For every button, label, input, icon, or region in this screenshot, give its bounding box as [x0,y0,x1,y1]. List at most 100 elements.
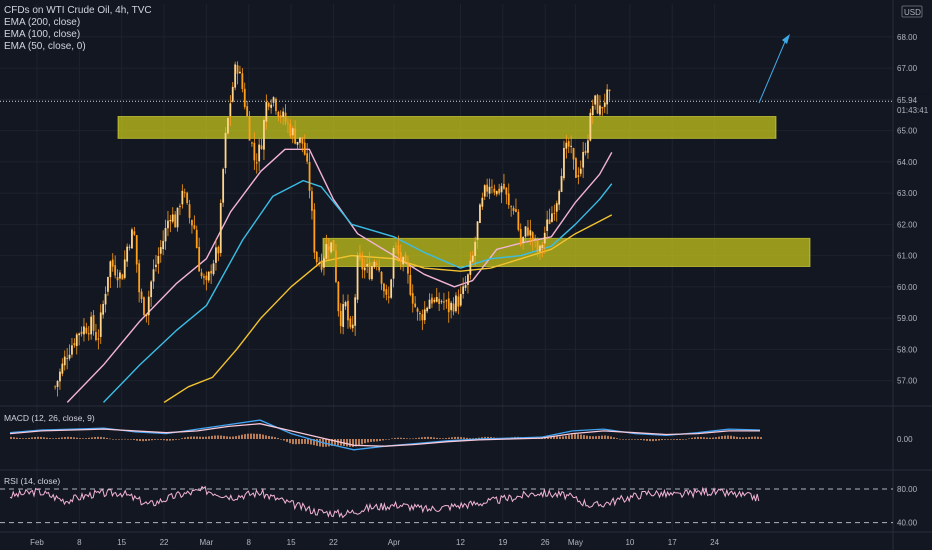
candle-body-206 [548,219,551,224]
symbol-title[interactable]: CFDs on WTI Crude Oil, 4h, TVC [4,5,152,16]
time-tick-1: 8 [77,538,82,547]
macd-hist-bar-146 [448,437,450,439]
macd-hist-bar-246 [748,437,750,439]
macd-hist-bar-65 [205,436,207,439]
candle-body-68 [217,246,220,254]
candle-body-1 [56,380,59,387]
candle-body-213 [565,142,568,149]
macd-hist-bar-85 [265,435,267,439]
candle-body-203 [541,244,544,248]
macd-hist-bar-19 [67,436,69,439]
macd-hist-bar-60 [190,436,192,439]
candle-body-119 [339,310,342,327]
candle-body-208 [553,213,556,214]
macd-hist-bar-5 [25,438,27,439]
candle-body-96 [284,112,287,123]
candle-body-149 [411,293,414,304]
candle-body-110 [318,262,321,265]
ema100-legend[interactable]: EMA (100, close) [4,29,81,40]
macd-hist-bar-193 [589,436,591,439]
macd-hist-bar-227 [691,437,693,439]
macd-hist-bar-31 [103,437,105,439]
candle-body-87 [263,119,265,150]
macd-hist-bar-236 [718,436,720,439]
macd-hist-bar-240 [730,435,732,439]
candle-body-10 [78,333,81,336]
candle-body-190 [510,206,513,208]
macd-hist-bar-144 [442,438,444,439]
candle-body-144 [399,252,402,263]
macd-hist-bar-97 [301,439,303,444]
macd-hist-bar-181 [553,436,555,439]
macd-hist-bar-82 [256,433,258,439]
macd-hist-bar-136 [418,437,420,439]
macd-hist-bar-205 [625,439,627,440]
candle-body-172 [467,274,469,285]
candle-body-122 [347,300,349,321]
macd-hist-bar-180 [550,436,552,439]
macd-hist-bar-14 [52,438,54,439]
candle-body-157 [431,297,433,304]
macd-hist-bar-45 [145,439,147,442]
candle-body-230 [606,89,609,105]
macd-hist-bar-83 [259,433,261,439]
macd-hist-bar-228 [694,437,696,439]
macd-hist-bar-1 [13,437,15,439]
candle-body-60 [198,246,201,272]
macd-hist-bar-239 [727,435,729,439]
candle-body-48 [169,220,172,222]
candle-body-13 [85,327,88,334]
candle-body-75 [234,64,237,88]
macd-hist-bar-242 [736,436,738,439]
candle-body-91 [272,97,275,103]
macd-hist-bar-90 [280,439,282,440]
candle-body-58 [193,225,196,229]
macd-hist-bar-191 [583,435,585,439]
candle-body-99 [291,128,294,136]
candle-body-134 [375,263,378,266]
macd-hist-bar-70 [220,435,222,439]
candle-body-6 [68,354,71,359]
time-tick-13: 10 [625,538,634,547]
macd-hist-bar-194 [592,436,594,439]
candle-body-200 [534,238,537,240]
macd-hist-bar-202 [616,438,618,439]
candle-body-44 [159,247,162,254]
candle-body-173 [469,260,472,275]
currency-box [901,5,923,18]
candle-body-103 [301,137,304,144]
macd-hist-bar-69 [217,435,219,439]
macd-hist-bar-192 [586,435,588,439]
chart-overlay [0,34,893,104]
rsi-tick-80: 80.00 [897,485,918,494]
ema200-legend[interactable]: EMA (200, close) [4,17,81,28]
macd-hist-bar-91 [283,439,285,441]
ema-lines [66,148,613,403]
candle-body-192 [515,209,517,213]
candle-body-12 [83,326,85,335]
candle-body-41 [152,269,155,282]
macd-hist-bar-17 [61,437,63,439]
macd-hist-bar-43 [139,439,141,442]
macd-hist-bar-57 [181,438,183,439]
candle-body-73 [229,103,232,116]
time-tick-5: 8 [247,538,252,547]
candle-body-175 [474,241,477,256]
candle-body-17 [95,332,97,340]
ema50-legend[interactable]: EMA (50, close, 0) [4,41,86,52]
macd-hist-bar-208 [634,439,636,440]
candle-body-112 [323,258,325,268]
macd-hist-bar-134 [412,438,414,440]
macd-hist-bar-47 [151,439,153,441]
candle-body-16 [92,315,95,331]
candle-body-215 [570,145,573,147]
candle-body-15 [90,316,93,335]
macd-hist-bar-220 [670,439,672,440]
candle-body-198 [529,230,532,236]
macd-hist-bar-150 [460,437,462,439]
chart-legend[interactable]: CFDs on WTI Crude Oil, 4h, TVC EMA (200,… [4,5,152,53]
macd-hist-bar-114 [352,439,354,447]
candle-body-53 [181,190,184,205]
macd-hist-bar-125 [385,439,387,440]
